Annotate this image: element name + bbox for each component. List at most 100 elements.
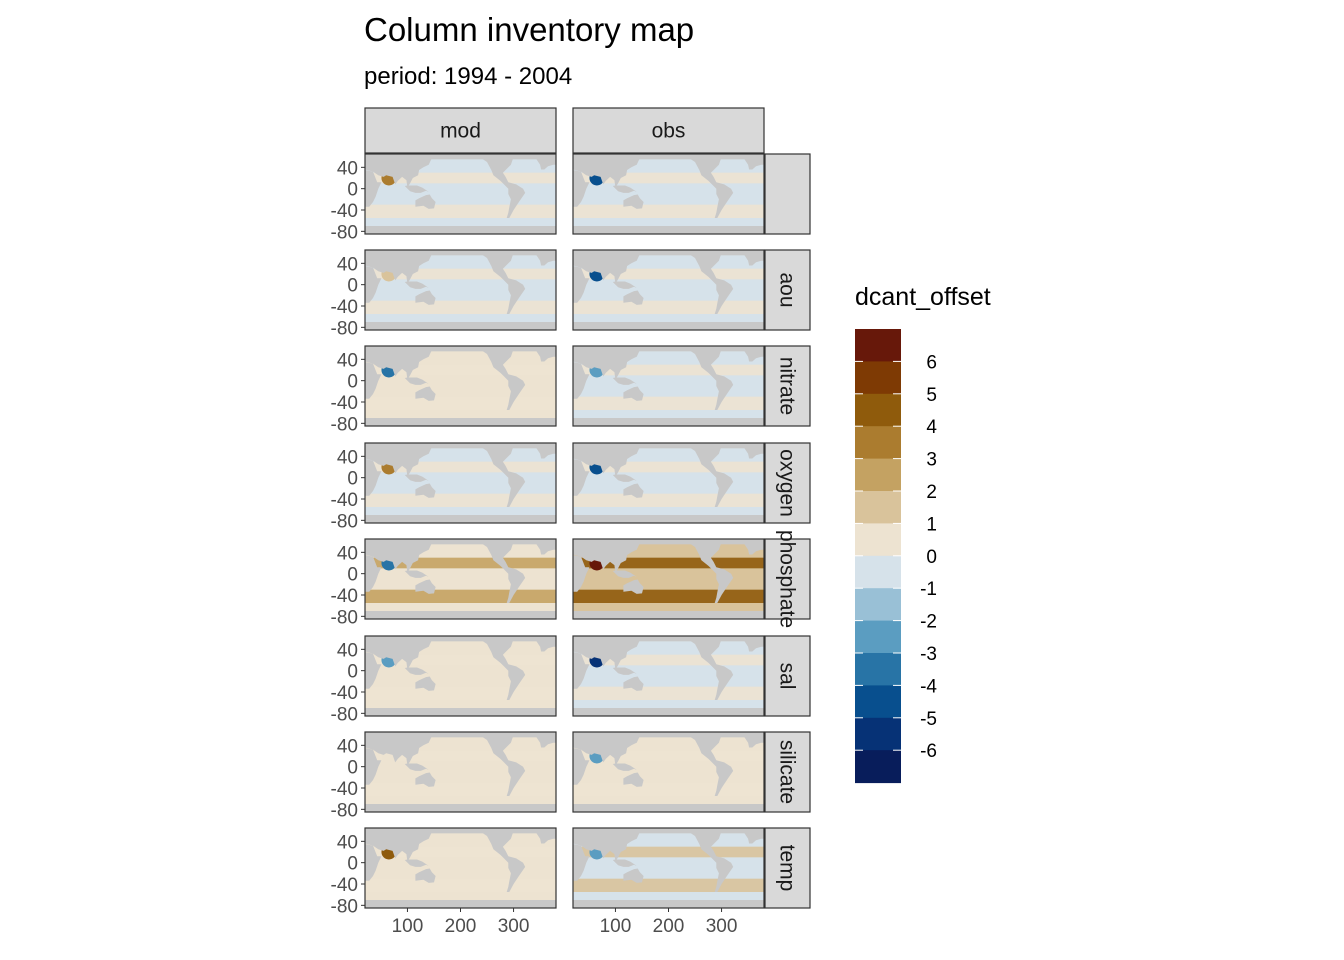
legend-label: -4 xyxy=(920,676,937,697)
legend-title: dcant_offset xyxy=(855,283,991,311)
row-strip-phosphate xyxy=(764,538,811,620)
positive-band xyxy=(365,300,556,314)
row-strip-aou xyxy=(764,249,811,331)
land-americas xyxy=(479,348,526,410)
land-antarctica xyxy=(365,226,556,234)
y-tick-label: -40 xyxy=(331,297,358,318)
land-indonesia xyxy=(612,185,637,193)
legend-color-bin xyxy=(855,329,901,362)
panel-border xyxy=(572,635,765,717)
y-tick-label: -80 xyxy=(331,704,358,725)
land-australia xyxy=(415,868,436,883)
positive-band xyxy=(573,654,764,666)
no-data-north xyxy=(573,443,764,449)
legend-color-bin xyxy=(855,685,901,719)
legend-labels: 6 5 4 3 2 1 0 -1 -2 -3 -4 -5 -6 xyxy=(920,352,937,762)
positive-band xyxy=(573,846,764,858)
land-australia xyxy=(415,579,436,594)
land-africa xyxy=(573,362,590,399)
positive-band xyxy=(365,589,556,603)
y-tick-label: -80 xyxy=(331,414,358,435)
positive-band xyxy=(365,878,556,892)
positive-band xyxy=(365,364,556,376)
land-australia xyxy=(623,290,644,305)
panel-border xyxy=(572,153,765,235)
land-eurasia xyxy=(365,250,440,284)
legend-color-bin xyxy=(855,653,901,686)
positive-band xyxy=(365,654,556,666)
facet-panel-mod-temp xyxy=(365,828,556,908)
no-data-north xyxy=(365,539,556,545)
land-antarctica xyxy=(365,804,556,812)
legend-label: 5 xyxy=(926,385,937,406)
land-indonesia xyxy=(404,281,429,289)
land-africa xyxy=(573,555,590,592)
land-antarctica xyxy=(365,515,556,523)
positive-band xyxy=(573,461,764,473)
legend-label: -3 xyxy=(920,644,937,665)
y-tick-label: -40 xyxy=(331,779,358,800)
positive-band xyxy=(573,750,764,762)
land-americas xyxy=(479,252,526,314)
y-tick-label: -80 xyxy=(331,318,358,339)
panel-border xyxy=(572,442,765,524)
land-indonesia xyxy=(612,281,637,289)
legend-label: 6 xyxy=(926,352,937,373)
land-australia xyxy=(415,772,436,787)
no-data-north xyxy=(365,828,556,834)
y-tick-label: 40 xyxy=(337,736,358,757)
land-indonesia xyxy=(404,763,429,771)
chart-title: Column inventory map xyxy=(364,11,694,48)
land-indonesia xyxy=(404,185,429,193)
land-antarctica xyxy=(365,322,556,330)
row-strip-label-phosphate: phosphate xyxy=(776,530,799,628)
no-data-north xyxy=(365,443,556,449)
land-australia xyxy=(415,386,436,401)
land-indonesia xyxy=(612,570,637,578)
land-eurasia xyxy=(573,443,648,477)
y-tick-label: -80 xyxy=(331,607,358,628)
land-eurasia xyxy=(365,732,440,766)
land-antarctica xyxy=(573,418,764,426)
y-tick-label: 40 xyxy=(337,543,358,564)
positive-band xyxy=(365,782,556,796)
land-africa xyxy=(365,844,382,881)
y-tick-label: -40 xyxy=(331,201,358,222)
column-strip-obs xyxy=(572,107,765,154)
y-tick-label: 0 xyxy=(347,276,358,297)
facet-panel-mod-total xyxy=(365,154,556,234)
land-americas xyxy=(479,445,526,507)
land-americas xyxy=(687,734,734,796)
land-antarctica xyxy=(365,708,556,716)
land-americas xyxy=(479,541,526,603)
land-indonesia xyxy=(404,377,429,385)
land-africa xyxy=(573,266,590,303)
land-australia xyxy=(623,868,644,883)
y-tick-label: 0 xyxy=(347,758,358,779)
land-antarctica xyxy=(573,708,764,716)
land-australia xyxy=(415,483,436,498)
land-americas xyxy=(687,348,734,410)
positive-band xyxy=(365,750,556,762)
panel-border xyxy=(572,731,765,813)
land-africa xyxy=(365,555,382,592)
land-antarctica xyxy=(573,804,764,812)
land-americas xyxy=(687,252,734,314)
y-tick-label: 0 xyxy=(347,372,358,393)
column-strip-mod xyxy=(364,107,557,154)
panel-border xyxy=(364,345,557,427)
facet-panel-obs-temp xyxy=(573,828,764,908)
facet-panels xyxy=(364,153,765,909)
land-eurasia xyxy=(573,636,648,670)
land-eurasia xyxy=(573,346,648,380)
y-tick-label: 40 xyxy=(337,832,358,853)
row-strip-silicate xyxy=(764,731,811,813)
land-australia xyxy=(623,194,644,209)
legend-color-bin xyxy=(855,426,901,460)
row-strip-temp xyxy=(764,827,811,909)
land-australia xyxy=(623,676,644,691)
land-americas xyxy=(687,156,734,218)
positive-band xyxy=(365,268,556,280)
facet-panel-mod-phosphate xyxy=(365,539,556,619)
positive-band xyxy=(573,557,764,569)
